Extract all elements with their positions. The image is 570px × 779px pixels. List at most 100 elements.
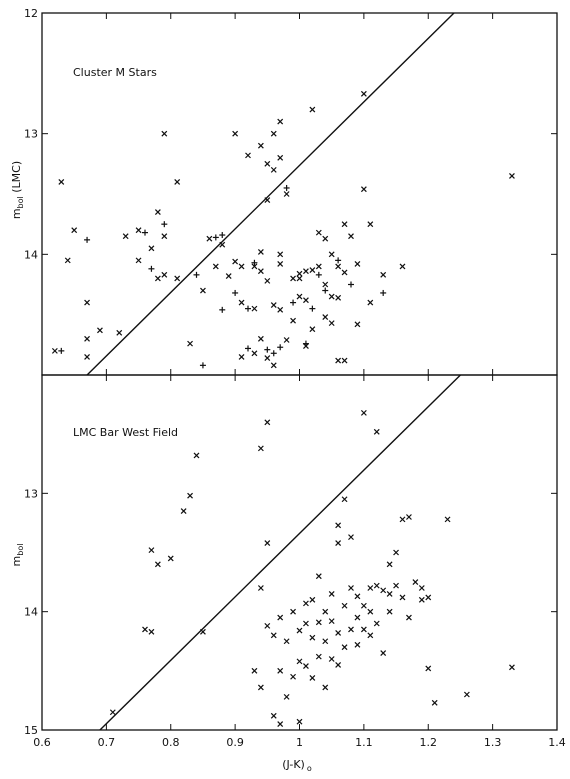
bottom-x-point (341, 496, 348, 503)
x-axis-label-sub: o (307, 764, 312, 773)
top-x-point (315, 229, 322, 236)
top-plus-point (142, 229, 148, 236)
top-y-tick-label: 13 (24, 128, 38, 141)
top-x-point (277, 118, 284, 125)
bottom-x-point (167, 555, 174, 562)
bottom-x-point (264, 419, 271, 426)
top-x-point (219, 241, 226, 248)
top-x-point (97, 327, 103, 334)
bottom-scatter-points (109, 409, 515, 728)
top-plus-point (315, 271, 322, 278)
top-x-point (277, 306, 284, 313)
bottom-x-point (148, 547, 155, 554)
bottom-x-point (367, 632, 374, 639)
top-x-point (257, 335, 264, 342)
x-tick-label: 1.2 (420, 736, 438, 749)
top-x-point (225, 273, 232, 279)
top-x-point (290, 275, 296, 282)
x-tick-label: 1.3 (484, 736, 502, 749)
bottom-x-point (309, 634, 316, 641)
bottom-x-point (303, 663, 309, 670)
top-x-point (84, 353, 90, 360)
top-plus-point (199, 362, 206, 369)
top-plus-point (277, 344, 284, 351)
bottom-x-point (425, 594, 432, 601)
top-x-point (328, 251, 335, 258)
bottom-x-point (328, 656, 335, 662)
bottom-x-point (264, 540, 271, 546)
top-x-point (264, 277, 271, 284)
top-scatter-points (51, 90, 515, 369)
x-tick-label: 1 (296, 736, 303, 749)
bottom-x-point (148, 628, 155, 635)
x-tick-label: 0.6 (33, 736, 51, 749)
top-reference-line (86, 13, 455, 375)
bottom-x-point (354, 614, 361, 621)
bottom-reference-line (99, 375, 461, 730)
bottom-x-point (354, 593, 361, 600)
top-x-point (341, 221, 348, 228)
bottom-x-point (154, 561, 161, 568)
bottom-x-point (418, 585, 425, 591)
bottom-x-point (303, 620, 309, 627)
top-x-point (283, 191, 290, 197)
top-x-point (154, 275, 161, 282)
top-plus-point (245, 305, 251, 312)
x-tick-label: 1.4 (548, 736, 566, 749)
bottom-x-point (296, 718, 303, 725)
bottom-x-point (367, 608, 374, 615)
top-plus-point (193, 271, 200, 278)
top-x-point (380, 271, 387, 278)
bottom-x-point (309, 675, 316, 681)
bottom-x-point (386, 561, 393, 568)
top-plus-point (302, 340, 309, 347)
top-x-point (354, 321, 361, 328)
top-x-point (270, 130, 277, 137)
top-x-point (322, 235, 329, 242)
top-x-point (296, 293, 303, 300)
x-tick-label: 0.8 (162, 736, 180, 749)
top-plus-point (309, 305, 316, 312)
bottom-x-point (257, 445, 264, 452)
top-plus-point (270, 350, 277, 357)
top-plus-point (251, 259, 258, 266)
x-tick-label: 1.1 (355, 736, 373, 749)
top-x-point (509, 172, 515, 179)
bottom-x-point (335, 630, 342, 636)
top-x-point (283, 337, 290, 343)
bottom-x-point (277, 614, 284, 621)
top-x-point (335, 294, 342, 301)
bottom-x-point (360, 626, 367, 633)
top-x-point (264, 197, 271, 203)
top-x-point (238, 299, 245, 306)
bottom-x-point (399, 594, 406, 601)
bottom-x-point (348, 626, 354, 633)
top-x-point (309, 326, 316, 333)
bottom-x-point (341, 644, 348, 651)
bottom-x-point (257, 684, 264, 691)
top-x-point (315, 263, 322, 270)
top-x-point (116, 329, 123, 336)
top-x-point (187, 340, 193, 347)
top-x-point (251, 305, 258, 312)
bottom-y-tick-label: 15 (24, 724, 38, 737)
bottom-x-point (290, 673, 296, 680)
top-x-point (277, 154, 284, 161)
bottom-x-point (360, 602, 367, 609)
top-x-point (58, 179, 65, 185)
bottom-x-point (296, 658, 303, 665)
top-plus-point (148, 265, 155, 272)
bottom-x-point (431, 699, 438, 706)
top-plus-point (290, 299, 297, 306)
bottom-reference-line-segment (99, 375, 461, 730)
top-x-point (277, 261, 284, 267)
bottom-x-point (406, 614, 412, 621)
bottom-x-point (399, 516, 406, 523)
bottom-x-point (509, 664, 515, 671)
top-plus-point (219, 232, 226, 239)
x-axis-label: (J-K) o (282, 758, 312, 773)
bottom-x-point (322, 608, 329, 615)
top-x-point (348, 233, 354, 240)
bottom-x-point (354, 641, 361, 648)
